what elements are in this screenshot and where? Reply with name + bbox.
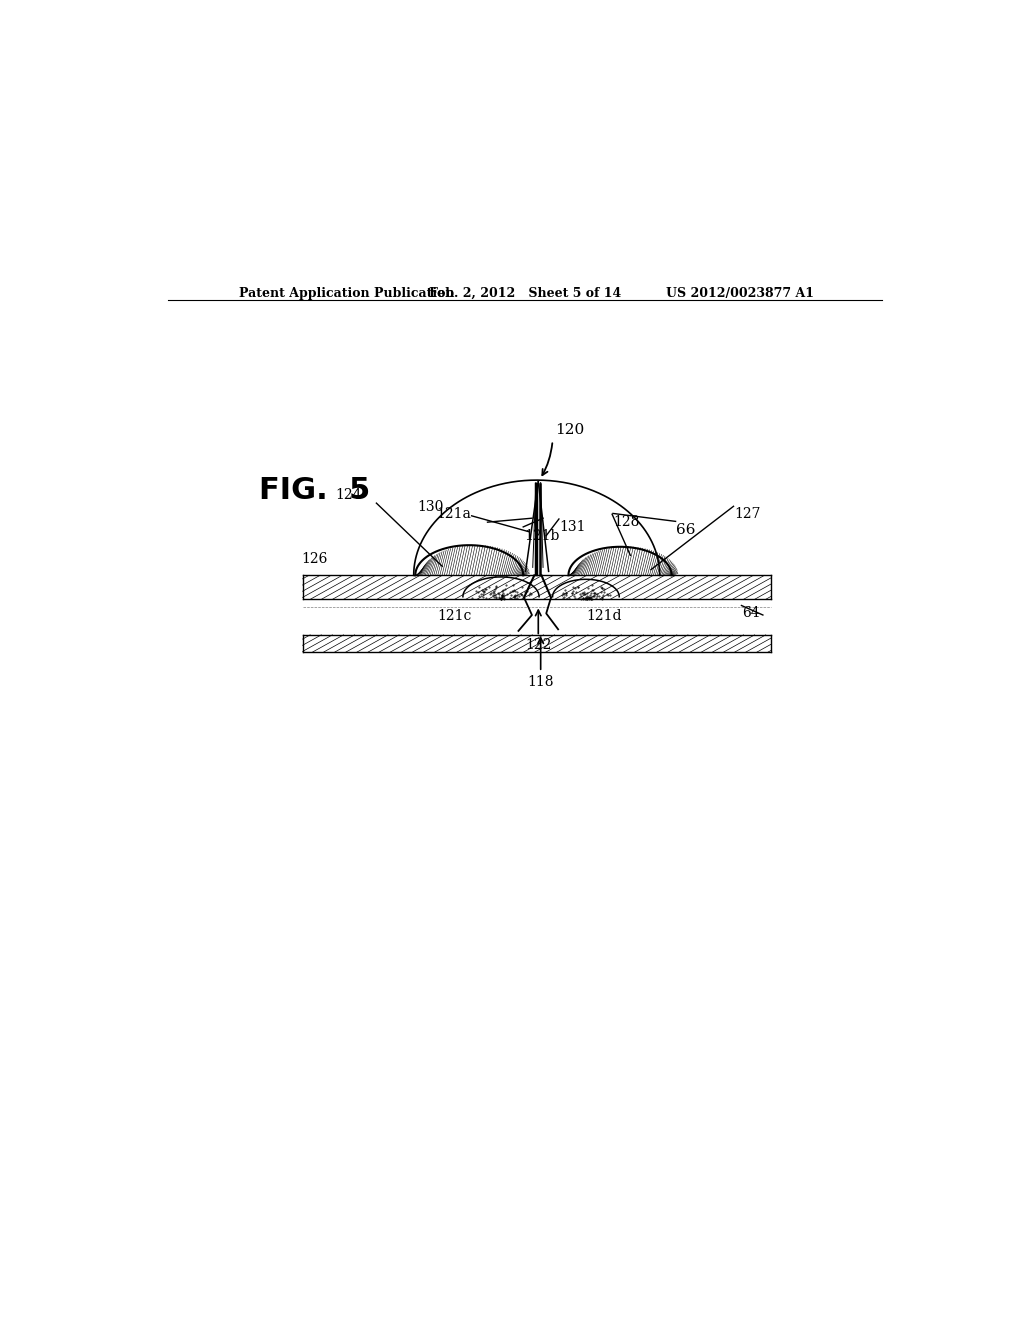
Text: 127: 127 xyxy=(734,507,761,521)
Text: 121c: 121c xyxy=(437,610,472,623)
Text: US 2012/0023877 A1: US 2012/0023877 A1 xyxy=(667,288,814,300)
Text: 121d: 121d xyxy=(587,610,623,623)
Text: 126: 126 xyxy=(301,552,328,565)
Text: Patent Application Publication: Patent Application Publication xyxy=(240,288,455,300)
Text: 124: 124 xyxy=(336,487,362,502)
Text: 121a: 121a xyxy=(436,507,471,521)
Text: FIG.  5: FIG. 5 xyxy=(259,477,371,506)
Text: 118: 118 xyxy=(527,675,554,689)
Text: Feb. 2, 2012   Sheet 5 of 14: Feb. 2, 2012 Sheet 5 of 14 xyxy=(429,288,621,300)
Text: 121b: 121b xyxy=(524,528,559,543)
Text: 122: 122 xyxy=(525,638,552,652)
Text: 120: 120 xyxy=(555,424,585,437)
Text: 130: 130 xyxy=(418,500,443,515)
Text: 128: 128 xyxy=(613,515,639,529)
Text: 64: 64 xyxy=(742,606,760,620)
Text: 131: 131 xyxy=(560,520,586,533)
Text: 66: 66 xyxy=(677,523,696,537)
